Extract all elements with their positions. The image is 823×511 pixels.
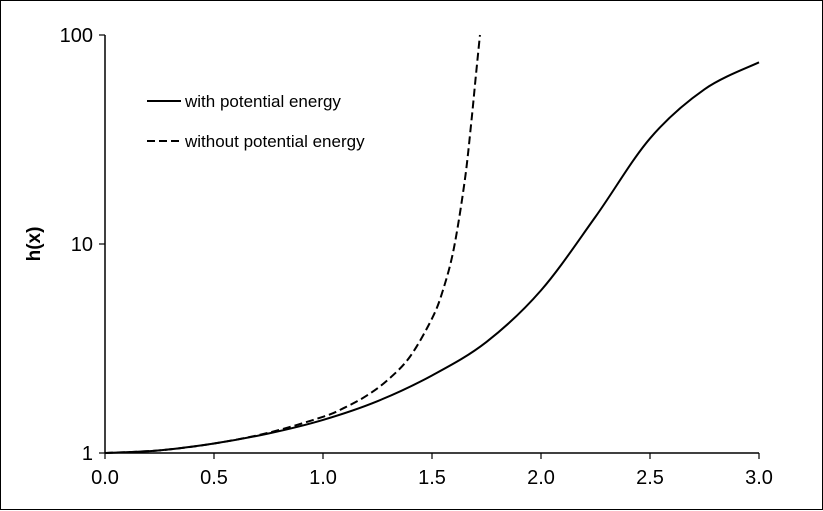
x-tick-label: 1.5: [418, 467, 446, 489]
x-tick-label: 2.0: [527, 467, 555, 489]
legend: with potential energy without potential e…: [147, 92, 365, 151]
x-tick-label: 0.5: [200, 467, 228, 489]
tick-labels: 0.0 0.5 1.0 1.5 2.0 2.5 3.0 1 10 100: [60, 25, 773, 489]
x-tick-label: 0.0: [91, 467, 119, 489]
y-tick-label: 100: [60, 25, 93, 47]
y-axis-title: h(x): [24, 227, 45, 262]
series-line-with-potential-energy: [104, 61, 760, 454]
x-tick-label: 1.0: [309, 467, 337, 489]
series-line-without-potential-energy: [104, 34, 481, 454]
legend-label: with potential energy: [184, 92, 341, 111]
series-lines: [104, 34, 760, 454]
y-tick-label: 1: [82, 443, 93, 465]
y-tick-label: 10: [71, 234, 93, 256]
axes: [99, 34, 760, 459]
legend-label: without potential energy: [184, 132, 365, 151]
x-tick-label: 2.5: [636, 467, 664, 489]
x-tick-label: 3.0: [745, 467, 773, 489]
